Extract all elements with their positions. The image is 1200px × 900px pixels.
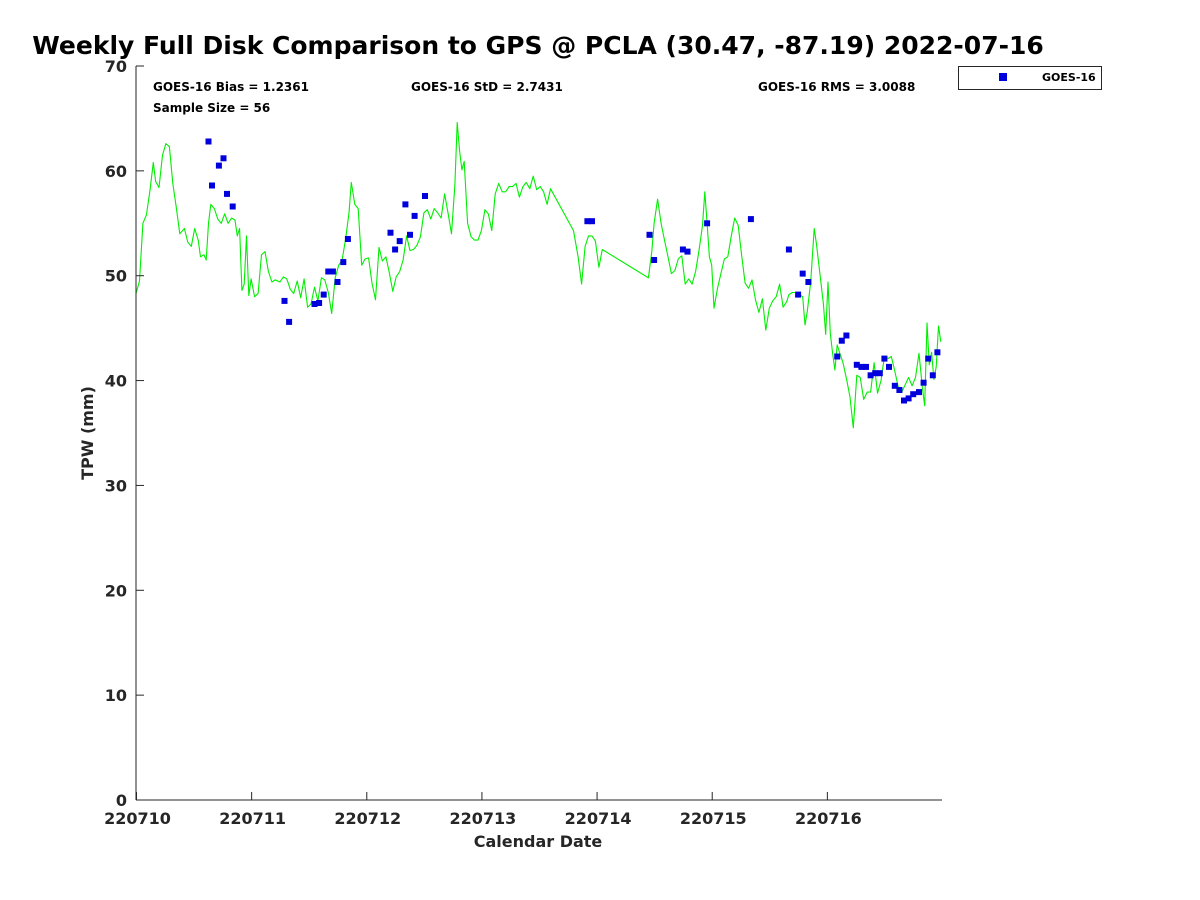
- goes16-data-point: [411, 212, 418, 219]
- x-tick-label: 220711: [219, 809, 286, 828]
- goes16-data-point: [407, 231, 413, 238]
- legend-label-goes16: GOES-16: [1042, 71, 1096, 84]
- goes16-data-point: [886, 363, 892, 370]
- goes16-data-point: [589, 218, 595, 225]
- goes16-data-point: [747, 216, 754, 223]
- goes16-data-point: [925, 355, 932, 362]
- goes16-data-point: [205, 138, 212, 145]
- goes16-data-point: [344, 236, 351, 242]
- line-layer: [135, 122, 942, 429]
- y-tick-label: 10: [105, 686, 127, 705]
- goes16-data-point: [584, 218, 591, 225]
- goes16-data-point: [387, 229, 394, 236]
- goes16-data-point: [229, 203, 236, 210]
- goes16-data-point: [805, 279, 812, 285]
- y-ticks: 0 10 20 30 40 50 60 70: [105, 57, 144, 810]
- goes16-data-point: [799, 270, 806, 277]
- y-tick-label: 50: [105, 267, 127, 286]
- goes16-data-point: [853, 361, 860, 368]
- goes16-data-point: [876, 370, 883, 377]
- goes16-data-point: [684, 248, 691, 255]
- goes16-data-point: [215, 162, 222, 169]
- goes16-data-point: [286, 318, 293, 325]
- x-tick-label: 220716: [795, 809, 862, 828]
- goes16-data-point: [834, 353, 841, 360]
- goes16-data-point: [422, 193, 428, 199]
- y-axis-label: TPW (mm): [78, 386, 97, 480]
- legend-box: [958, 66, 1102, 90]
- gps-tpw-line: [135, 122, 942, 429]
- goes16-data-point: [220, 155, 227, 162]
- goes16-data-point: [896, 387, 903, 393]
- goes16-data-point: [867, 372, 874, 379]
- goes16-data-point: [843, 332, 850, 339]
- legend-marker-goes16: [999, 73, 1007, 81]
- rms-stat: GOES-16 RMS = 3.0088: [758, 80, 915, 94]
- goes16-data-point: [392, 246, 399, 253]
- goes16-data-point: [905, 395, 912, 402]
- x-tick-label: 220714: [565, 809, 632, 828]
- goes16-data-point: [209, 182, 215, 189]
- goes16-data-point: [311, 301, 318, 307]
- goes16-data-point: [651, 257, 658, 263]
- goes16-data-point: [891, 382, 898, 389]
- goes16-data-point: [320, 291, 327, 298]
- stats-annotations: GOES-16 Bias = 1.2361 GOES-16 StD = 2.74…: [153, 80, 915, 115]
- goes16-data-point: [679, 246, 686, 253]
- goes16-data-point: [334, 279, 341, 285]
- y-tick-label: 20: [105, 581, 127, 600]
- goes16-data-point: [325, 268, 332, 275]
- goes16-data-point: [224, 190, 230, 197]
- plot-area: [135, 66, 942, 800]
- std-stat: GOES-16 StD = 2.7431: [411, 80, 563, 94]
- goes16-data-point: [881, 355, 888, 362]
- goes16-data-point: [316, 300, 323, 306]
- goes16-data-point: [872, 370, 879, 377]
- goes16-data-point: [858, 363, 865, 370]
- x-tick-label: 220712: [334, 809, 401, 828]
- goes16-data-point: [916, 389, 922, 396]
- y-tick-label: 70: [105, 57, 127, 76]
- x-tick-label: 220715: [680, 809, 747, 828]
- goes16-data-point: [785, 246, 792, 253]
- goes16-data-point: [795, 291, 802, 298]
- bias-stat: GOES-16 Bias = 1.2361: [153, 80, 309, 94]
- goes16-data-point: [329, 268, 336, 275]
- goes16-data-point: [704, 220, 711, 227]
- sample-size-stat: Sample Size = 56: [153, 101, 270, 115]
- goes16-data-point: [396, 238, 403, 245]
- goes16-data-point: [281, 297, 288, 304]
- axes: 220710 220711 220712 220713 220714 220715 2207…: [104, 57, 942, 828]
- goes16-data-point: [934, 349, 941, 356]
- plot-background: [136, 66, 942, 800]
- y-tick-label: 40: [105, 372, 127, 391]
- x-axis-label: Calendar Date: [474, 832, 603, 851]
- point-layer: [205, 138, 941, 404]
- x-tick-label: 220710: [104, 809, 171, 828]
- legend: GOES-16: [958, 66, 1102, 90]
- chart-title: Weekly Full Disk Comparison to GPS @ PCL…: [32, 31, 1044, 60]
- y-tick-label: 30: [105, 476, 127, 495]
- goes16-data-point: [863, 363, 869, 370]
- goes16-data-point: [838, 337, 845, 344]
- goes16-data-point: [340, 259, 347, 266]
- goes16-data-point: [920, 379, 927, 386]
- goes16-data-point: [402, 201, 409, 208]
- goes16-data-point: [901, 397, 907, 404]
- y-tick-label: 0: [116, 791, 127, 810]
- goes16-data-point: [910, 391, 917, 398]
- y-tick-label: 60: [105, 162, 127, 181]
- goes16-data-point: [646, 231, 653, 238]
- goes16-data-point: [929, 372, 936, 379]
- x-ticks: 220710 220711 220712 220713 220714 220715 2207…: [104, 792, 862, 828]
- x-tick-label: 220713: [450, 809, 517, 828]
